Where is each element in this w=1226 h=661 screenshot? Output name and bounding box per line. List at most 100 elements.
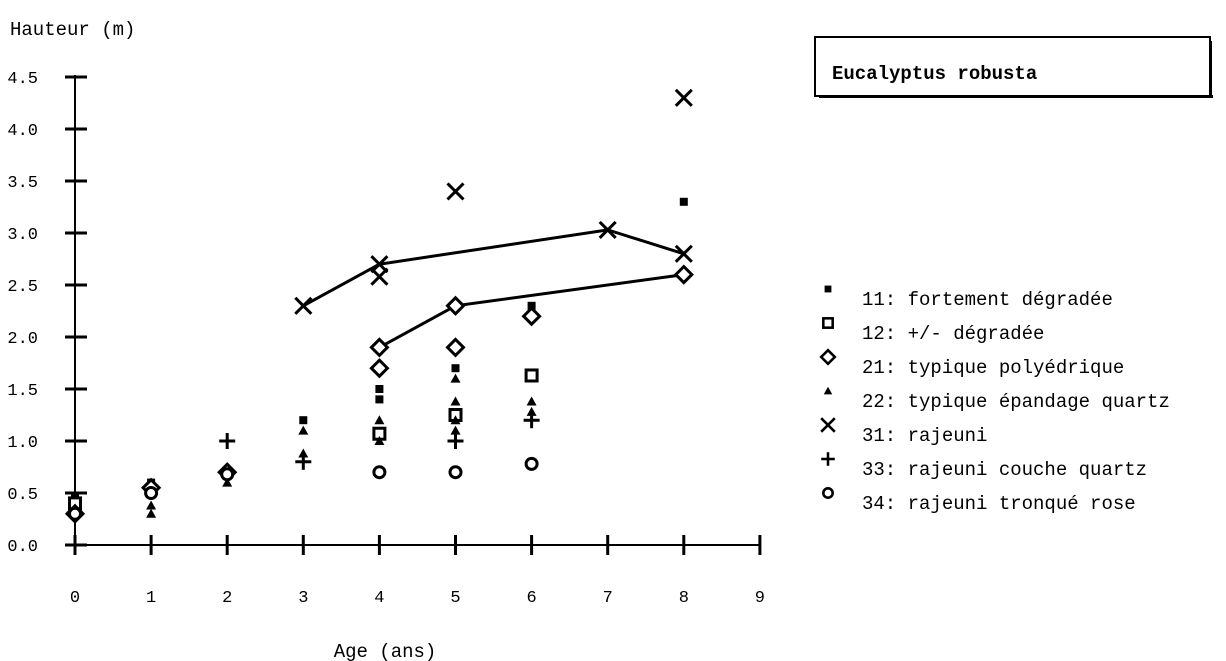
y-tick-label: 0.5 <box>7 486 38 505</box>
legend-marker-1-shape <box>824 285 832 293</box>
point-series-7-1 <box>68 506 82 521</box>
point-series-4-3-shape <box>222 477 233 487</box>
point-series-4-12-shape <box>450 425 461 435</box>
x-tick-label: 7 <box>603 589 613 608</box>
y-tick-label: 3.5 <box>7 174 38 193</box>
legend-item-6: 33: rajeuni couche quartz <box>821 452 1147 481</box>
legend-label-5: 31: rajeuni <box>862 425 987 447</box>
legend-marker-5-stroke-b <box>820 417 836 433</box>
y-axis-title: Hauteur (m) <box>10 19 135 41</box>
point-series-7-6-shape <box>524 456 539 471</box>
connecting-lines <box>302 228 685 349</box>
legend-marker-2-shape <box>822 317 834 329</box>
legend-marker-4-shape <box>823 386 833 395</box>
point-series-3-7-shape <box>445 295 466 316</box>
point-series-5-5-stroke-b <box>598 220 617 239</box>
point-series-5-3 <box>370 267 389 286</box>
point-series-4-12 <box>450 425 461 435</box>
point-series-1-4-shape <box>375 385 384 393</box>
legend-marker-2 <box>822 317 834 329</box>
point-series-3-9 <box>673 264 694 285</box>
point-series-6-4 <box>523 412 540 429</box>
legend-marker-6 <box>821 452 835 466</box>
y-tick-label: 2.0 <box>7 330 38 349</box>
point-series-7-2-shape <box>144 486 159 500</box>
legend-label-6: 33: rajeuni couche quartz <box>862 459 1147 481</box>
legend-label-3: 21: typique polyédrique <box>862 357 1124 379</box>
point-series-4-2-shape <box>146 500 157 510</box>
legend-marker-4 <box>823 386 833 395</box>
point-series-4-8-shape <box>374 436 385 445</box>
point-series-4-9 <box>450 373 461 383</box>
point-series-5-4 <box>446 182 465 201</box>
point-series-4-14 <box>526 406 537 416</box>
point-series-4-1 <box>146 508 157 518</box>
legend-marker-7-shape <box>822 487 834 499</box>
x-tick-label: 0 <box>70 589 80 608</box>
title-shadow-side <box>1209 41 1212 98</box>
point-series-6-2 <box>295 453 312 470</box>
point-series-1-6 <box>451 364 460 373</box>
chart-title: Eucalyptus robusta <box>832 63 1037 85</box>
point-series-5-6-stroke-b <box>674 244 693 263</box>
x-tick-label: 9 <box>755 589 765 608</box>
point-series-4-14-shape <box>526 406 537 416</box>
point-series-1-6-shape <box>451 364 460 373</box>
legend-marker-1 <box>824 285 832 293</box>
point-series-3-5-shape <box>369 337 390 358</box>
point-series-4-9-shape <box>450 373 461 383</box>
point-series-1-5 <box>375 395 384 404</box>
legend-label-7: 34: rajeuni tronqué rose <box>862 493 1136 515</box>
point-series-4-6-shape <box>298 448 309 458</box>
point-series-1-7-shape <box>527 301 536 310</box>
legend-label-2: 12: +/- dégradée <box>862 323 1044 345</box>
point-series-2-4 <box>524 368 539 383</box>
y-tick-label: 4.5 <box>7 70 38 89</box>
x-axis-title: Age (ans) <box>334 641 437 661</box>
point-series-5-3-stroke-b <box>370 267 389 286</box>
series-3 <box>64 264 694 524</box>
point-series-1-4 <box>375 385 384 393</box>
point-series-4-13 <box>526 396 537 406</box>
legend-label-4: 22: typique épandage quartz <box>862 391 1170 413</box>
legend-item-4: 22: typique épandage quartz <box>823 386 1170 413</box>
series-5 <box>294 88 693 315</box>
point-series-4-7-shape <box>374 415 385 425</box>
point-series-4-10-shape <box>450 396 461 406</box>
title-box: Eucalyptus robusta <box>814 36 1213 98</box>
axis-labels: 0.0 0.5 1.0 1.5 2.0 2.5 3.0 3.5 4.0 4.5 0 1 2 3 4 5 6 7 8 9 <box>7 70 765 608</box>
point-series-1-8-shape <box>679 197 688 206</box>
series-2 <box>68 368 539 511</box>
point-series-5-7-stroke-b <box>674 88 693 107</box>
legend-marker-3-shape <box>819 348 837 366</box>
point-series-5-5 <box>598 220 617 239</box>
point-series-5-7 <box>674 88 693 107</box>
y-tick-label: 0.0 <box>7 538 38 557</box>
x-tick-label: 3 <box>298 589 308 608</box>
x-tick-label: 4 <box>374 589 384 608</box>
x-tick-label: 5 <box>450 589 460 608</box>
x-tick-label: 8 <box>679 589 689 608</box>
point-series-1-5-shape <box>375 395 384 404</box>
series-4 <box>146 373 537 518</box>
y-tick-label: 4.0 <box>7 122 38 141</box>
point-series-1-3 <box>299 416 308 425</box>
legend-marker-7 <box>822 487 834 499</box>
point-series-4-1-shape <box>146 508 157 518</box>
point-series-7-5-shape <box>448 465 463 480</box>
point-series-6-1 <box>219 433 236 449</box>
point-series-3-6-shape <box>445 337 466 358</box>
point-series-4-5 <box>298 425 309 435</box>
point-series-2-4-shape <box>524 368 539 383</box>
point-series-7-1-shape <box>68 506 82 521</box>
point-series-3-4-shape <box>369 358 390 379</box>
point-series-7-3 <box>220 467 235 482</box>
point-series-5-4-stroke-b <box>446 182 465 201</box>
legend-marker-5 <box>820 417 836 433</box>
y-tick-label: 2.5 <box>7 278 38 297</box>
point-series-4-6 <box>298 448 309 458</box>
legend-label-1: 11: fortement dégradée <box>862 289 1113 311</box>
legend-item-1: 11: fortement dégradée <box>824 285 1113 311</box>
axes <box>65 75 762 555</box>
x-tick-label: 1 <box>146 589 156 608</box>
